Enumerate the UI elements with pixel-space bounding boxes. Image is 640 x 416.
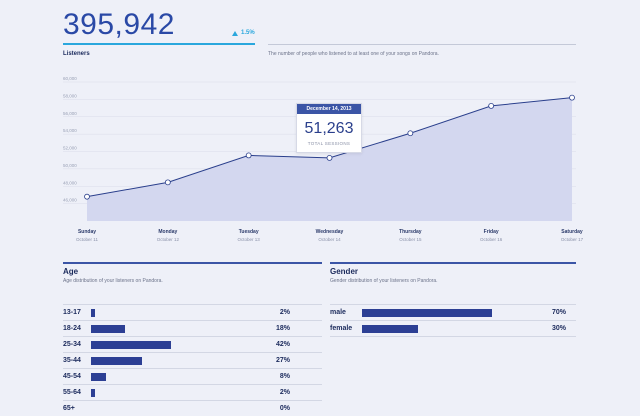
age-row: 35-44 27% <box>63 352 322 368</box>
age-bar-track <box>91 372 281 381</box>
age-bar-track <box>91 340 281 349</box>
gender-list-end-divider <box>330 336 576 337</box>
age-title: Age <box>63 267 79 276</box>
y-tick-label: 48,000 <box>63 180 77 185</box>
age-row: 13-17 2% <box>63 304 322 320</box>
data-point[interactable] <box>164 179 171 186</box>
age-row-percent: 2% <box>279 389 290 396</box>
x-day-label: Thursday <box>399 229 422 235</box>
gender-bar-track <box>362 324 548 333</box>
x-date-label: October 12 <box>157 237 180 242</box>
age-bar <box>91 356 143 365</box>
gender-bar <box>362 324 418 333</box>
age-bar <box>91 340 171 349</box>
age-row-percent: 0% <box>279 405 290 412</box>
data-point[interactable] <box>84 193 90 200</box>
age-bar-track <box>91 308 281 317</box>
data-point[interactable] <box>407 130 414 137</box>
up-arrow-icon <box>232 30 238 36</box>
age-bar-track <box>91 405 281 413</box>
gender-row: female 30% <box>330 320 576 336</box>
y-tick-label: 50,000 <box>63 163 77 168</box>
x-date-label: October 17 <box>561 237 584 242</box>
age-bar <box>91 308 95 317</box>
gender-title: Gender <box>330 267 359 276</box>
x-day-label: Saturday <box>561 229 583 235</box>
y-tick-label: 60,000 <box>63 76 77 81</box>
age-row: 45-54 8% <box>63 368 322 384</box>
chart-tooltip: December 14, 2013 51,263 TOTAL SESSIONS <box>296 103 362 153</box>
x-date-label: October 15 <box>399 237 422 242</box>
x-day-label: Sunday <box>78 229 96 235</box>
age-row-label: 35-44 <box>63 357 81 364</box>
listeners-underline <box>63 43 255 45</box>
y-tick-label: 58,000 <box>63 93 77 98</box>
age-bar-track <box>91 388 281 397</box>
data-point[interactable] <box>488 102 495 109</box>
tooltip-value: 51,263 <box>304 120 354 137</box>
age-row: 25-34 42% <box>63 336 322 352</box>
y-tick-label: 46,000 <box>63 198 77 203</box>
age-bar <box>91 372 107 381</box>
gender-row-label: female <box>330 325 353 332</box>
age-row-percent: 18% <box>275 325 290 332</box>
x-date-label: October 16 <box>480 237 503 242</box>
change-badge: 1.5% <box>232 30 255 36</box>
listeners-label: Listeners <box>63 51 90 57</box>
listeners-description: The number of people who listened to at … <box>268 51 439 57</box>
x-day-label: Tuesday <box>239 229 259 235</box>
x-date-label: October 14 <box>318 237 341 242</box>
age-bar <box>91 324 126 333</box>
age-section-divider <box>63 262 322 264</box>
age-row-label: 65+ <box>63 405 75 412</box>
age-row-percent: 2% <box>279 309 290 316</box>
data-point[interactable] <box>245 152 252 159</box>
x-date-label: October 11 <box>76 237 98 242</box>
x-day-label: Monday <box>158 229 177 235</box>
age-row-label: 55-64 <box>63 389 81 396</box>
gender-description: Gender distribution of your listeners on… <box>330 278 438 284</box>
gender-bar-track <box>362 308 548 317</box>
x-date-label: October 13 <box>238 237 261 242</box>
age-row-label: 13-17 <box>63 309 81 316</box>
gender-row: male 70% <box>330 304 576 320</box>
age-row-percent: 27% <box>275 357 290 364</box>
age-row-percent: 8% <box>279 373 290 380</box>
gender-section-divider <box>330 262 576 264</box>
age-row: 55-64 2% <box>63 384 322 400</box>
description-divider <box>268 44 576 45</box>
total-listeners-value: 395,942 <box>63 8 175 41</box>
y-tick-label: 56,000 <box>63 111 77 116</box>
age-description: Age distribution of your listeners on Pa… <box>63 278 163 284</box>
tooltip-label: TOTAL SESSIONS <box>307 141 351 146</box>
gender-row-percent: 70% <box>551 309 566 316</box>
tooltip-date: December 14, 2013 <box>297 104 361 114</box>
age-bar-track <box>91 356 281 365</box>
age-row-label: 25-34 <box>63 341 81 348</box>
age-row: 18-24 18% <box>63 320 322 336</box>
age-row-percent: 42% <box>275 341 290 348</box>
gender-bar <box>362 308 493 317</box>
y-tick-label: 52,000 <box>63 146 77 151</box>
gender-row-label: male <box>330 309 346 316</box>
age-bar-track <box>91 324 281 333</box>
age-bar <box>91 388 95 397</box>
change-value: 1.5% <box>241 30 255 36</box>
listeners-chart: 60,000 58,000 56,000 54,000 52,000 50,000 48,0… <box>63 76 584 242</box>
age-row-label: 18-24 <box>63 325 81 332</box>
y-tick-label: 54,000 <box>63 128 77 133</box>
age-row: 65+ 0% <box>63 400 322 416</box>
gender-row-percent: 30% <box>551 325 566 332</box>
x-day-label: Friday <box>484 229 499 235</box>
x-day-label: Wednesday <box>316 229 344 235</box>
data-point[interactable] <box>569 94 575 101</box>
age-row-label: 45-54 <box>63 373 81 380</box>
data-point[interactable] <box>326 155 333 161</box>
